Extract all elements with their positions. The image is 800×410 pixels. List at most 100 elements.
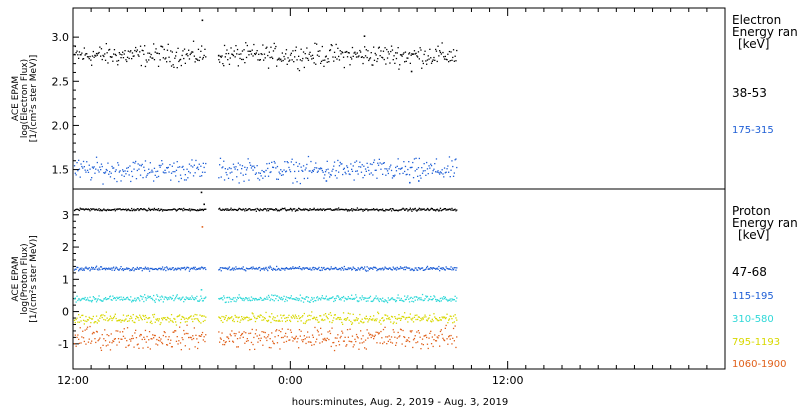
data-point bbox=[342, 340, 345, 342]
data-point bbox=[379, 267, 381, 270]
data-point bbox=[409, 297, 411, 299]
data-point bbox=[149, 267, 151, 270]
data-point bbox=[386, 315, 389, 317]
data-point bbox=[176, 336, 178, 338]
data-point bbox=[288, 60, 290, 62]
data-point bbox=[294, 337, 297, 339]
data-point bbox=[94, 321, 96, 323]
data-point bbox=[256, 299, 258, 301]
data-point bbox=[130, 268, 132, 271]
data-point bbox=[317, 170, 319, 172]
data-point bbox=[107, 320, 109, 322]
data-point bbox=[343, 318, 345, 321]
data-point bbox=[145, 341, 147, 343]
data-point bbox=[351, 208, 353, 210]
data-point bbox=[273, 319, 275, 322]
data-point bbox=[357, 337, 359, 339]
data-point bbox=[366, 297, 368, 299]
data-point bbox=[133, 299, 135, 301]
data-point bbox=[78, 314, 80, 316]
data-point bbox=[180, 318, 182, 320]
data-point bbox=[222, 299, 224, 301]
data-point bbox=[382, 208, 384, 210]
data-point bbox=[315, 209, 317, 211]
data-point bbox=[428, 317, 430, 319]
data-point bbox=[159, 340, 161, 342]
electron-ytick-label: 2.5 bbox=[52, 75, 70, 88]
data-point bbox=[332, 168, 334, 170]
data-point bbox=[99, 269, 101, 271]
data-point bbox=[143, 336, 145, 338]
data-point bbox=[368, 268, 371, 270]
data-point bbox=[345, 208, 347, 210]
data-point bbox=[141, 270, 143, 272]
data-point bbox=[339, 297, 341, 300]
data-point bbox=[305, 267, 307, 269]
data-point bbox=[388, 317, 390, 319]
data-point bbox=[414, 314, 416, 316]
data-point bbox=[139, 51, 141, 53]
data-point bbox=[234, 208, 236, 211]
data-point bbox=[158, 267, 160, 270]
data-point bbox=[290, 295, 292, 297]
data-point bbox=[281, 299, 283, 301]
data-point bbox=[443, 208, 446, 210]
data-point bbox=[319, 315, 321, 317]
data-point bbox=[307, 267, 309, 269]
data-point bbox=[434, 316, 436, 318]
data-point bbox=[224, 317, 226, 319]
data-point bbox=[439, 50, 441, 52]
data-point bbox=[360, 166, 362, 168]
data-point bbox=[161, 296, 164, 298]
data-point bbox=[139, 209, 141, 211]
data-point bbox=[84, 208, 86, 211]
data-point bbox=[194, 297, 196, 299]
data-point bbox=[283, 314, 285, 316]
data-point bbox=[170, 346, 173, 348]
data-point bbox=[141, 208, 143, 211]
data-point bbox=[342, 52, 344, 54]
data-point bbox=[390, 315, 393, 318]
data-point bbox=[316, 297, 318, 299]
data-point bbox=[321, 169, 323, 172]
data-point bbox=[382, 267, 384, 269]
data-point bbox=[360, 267, 362, 269]
data-point bbox=[370, 52, 372, 54]
data-point bbox=[156, 319, 158, 321]
data-point bbox=[408, 341, 411, 343]
data-point bbox=[353, 52, 355, 54]
data-point bbox=[289, 319, 291, 321]
data-point bbox=[197, 319, 200, 321]
data-point bbox=[252, 209, 254, 211]
data-point bbox=[318, 208, 320, 210]
data-point bbox=[358, 166, 360, 168]
data-point bbox=[280, 174, 283, 176]
data-point bbox=[152, 268, 154, 271]
data-point bbox=[427, 299, 429, 302]
data-point bbox=[330, 345, 332, 348]
data-point bbox=[442, 173, 444, 175]
data-point bbox=[413, 337, 416, 340]
data-point bbox=[164, 266, 166, 269]
data-point bbox=[417, 318, 419, 321]
data-point bbox=[143, 53, 145, 55]
data-point bbox=[416, 296, 418, 298]
data-point bbox=[355, 317, 358, 319]
data-point bbox=[129, 299, 131, 301]
data-point bbox=[383, 162, 385, 164]
data-point bbox=[451, 59, 453, 61]
data-point bbox=[135, 160, 137, 163]
data-point bbox=[139, 45, 142, 47]
data-point bbox=[233, 332, 235, 335]
data-point bbox=[179, 59, 181, 61]
data-point bbox=[360, 320, 362, 322]
data-point bbox=[454, 55, 456, 57]
data-point bbox=[307, 296, 310, 299]
data-point bbox=[127, 267, 129, 270]
data-point bbox=[390, 298, 392, 300]
data-point bbox=[265, 47, 267, 49]
data-point bbox=[248, 179, 250, 181]
x-axis-title: hours:minutes, Aug. 2, 2019 - Aug. 3, 20… bbox=[292, 397, 508, 408]
data-point bbox=[346, 50, 348, 53]
data-point bbox=[359, 297, 361, 299]
